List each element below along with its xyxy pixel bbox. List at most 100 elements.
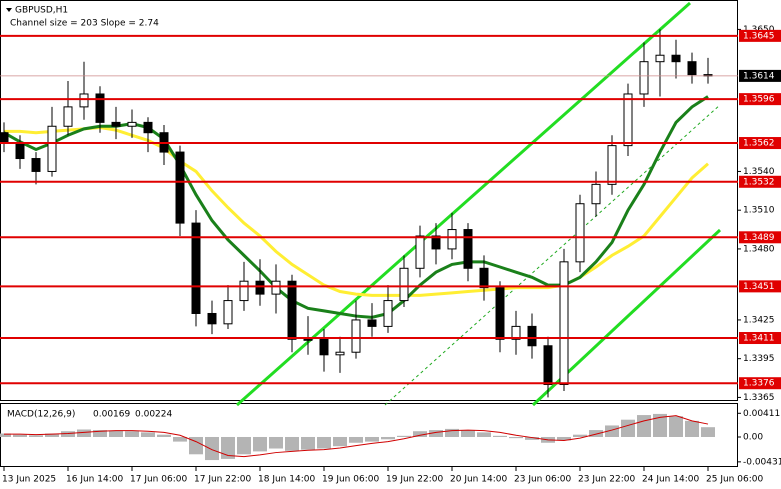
macd-bar xyxy=(173,436,187,442)
level-label-box xyxy=(739,175,781,188)
candle-body xyxy=(431,235,441,250)
x-tick-label: 19 Jun 22:00 xyxy=(386,475,443,485)
macd-bar xyxy=(461,430,475,437)
macd-bar xyxy=(429,430,443,437)
candle-body xyxy=(95,93,105,123)
y-tick-label: 1.3425 xyxy=(743,315,775,325)
level-label: 1.3376 xyxy=(743,379,775,389)
candle-body xyxy=(0,132,9,144)
x-tick-label: 13 Jun 2025 xyxy=(2,475,56,485)
candle-body xyxy=(687,61,697,76)
macd-bar xyxy=(445,428,459,437)
macd-bar xyxy=(525,436,539,440)
candle-body xyxy=(191,222,201,314)
level-label: 1.3596 xyxy=(743,95,775,105)
y-tick-label: 0.00411 xyxy=(743,409,780,419)
macd-bar xyxy=(349,436,363,443)
candle-body xyxy=(527,325,537,347)
level-label-box xyxy=(739,332,781,345)
macd-main-value: 0.00169 xyxy=(93,410,130,420)
level-label-box xyxy=(739,231,781,244)
macd-bar xyxy=(637,415,651,437)
x-tick-label: 23 Jun 06:00 xyxy=(514,475,571,485)
candle-body xyxy=(559,261,569,386)
x-tick-label: 17 Jun 06:00 xyxy=(130,475,187,485)
macd-bar xyxy=(189,436,203,455)
candle-body xyxy=(223,300,233,325)
level-label: 1.3562 xyxy=(743,139,775,149)
candle-body xyxy=(671,54,681,63)
macd-bar xyxy=(685,420,699,437)
last-price-label: 1.3614 xyxy=(743,71,775,81)
x-tick-label: 17 Jun 22:00 xyxy=(194,475,251,485)
candle-body xyxy=(15,142,25,160)
macd-bar xyxy=(333,436,347,447)
macd-bar xyxy=(157,434,171,437)
x-tick-label: 24 Jun 14:00 xyxy=(642,475,699,485)
macd-bar xyxy=(301,436,315,450)
candle-body xyxy=(175,151,185,224)
macd-bar xyxy=(269,436,283,449)
x-tick-label: 20 Jun 14:00 xyxy=(450,475,507,485)
candle-body xyxy=(319,338,329,356)
macd-bar xyxy=(573,434,587,437)
candle-body xyxy=(607,145,617,185)
x-tick-label: 23 Jun 22:00 xyxy=(578,475,635,485)
macd-bar xyxy=(589,430,603,437)
x-tick-label: 18 Jun 14:00 xyxy=(258,475,315,485)
macd-bar xyxy=(317,436,331,449)
macd-bar xyxy=(701,427,715,437)
level-label-box xyxy=(739,280,781,293)
candle-body xyxy=(575,203,585,263)
channel-upper xyxy=(236,1,691,407)
level-label: 1.3489 xyxy=(743,233,775,243)
level-label-box xyxy=(739,29,781,42)
macd-bar xyxy=(0,433,11,437)
candle-body xyxy=(383,300,393,327)
level-label-box xyxy=(739,93,781,106)
macd-bar xyxy=(77,429,91,437)
macd-bar xyxy=(509,436,523,439)
macd-bar xyxy=(253,436,267,452)
macd-bar xyxy=(621,419,635,437)
candle-body xyxy=(447,229,457,250)
candle-body xyxy=(463,229,473,269)
candle-body xyxy=(367,319,377,327)
level-label: 1.3411 xyxy=(743,334,775,344)
x-tick-label: 16 Jun 14:00 xyxy=(66,475,123,485)
candle-body xyxy=(127,121,137,127)
macd-bar xyxy=(477,432,491,437)
x-tick-label: 25 Jun 06:00 xyxy=(706,475,763,485)
candle-body xyxy=(335,351,345,356)
last-price-box xyxy=(739,69,781,82)
candle-body xyxy=(303,338,313,341)
macd-bar xyxy=(365,436,379,442)
macd-bar xyxy=(45,433,59,437)
level-label-box xyxy=(739,377,781,390)
macd-bar xyxy=(61,431,75,437)
candle-body xyxy=(47,125,57,172)
moving-average xyxy=(4,126,709,297)
level-label: 1.3451 xyxy=(743,282,775,292)
candle-body xyxy=(63,106,73,127)
y-tick-label: 1.3395 xyxy=(743,354,775,364)
candle-body xyxy=(655,54,665,63)
level-label-box xyxy=(739,137,781,150)
candle-body xyxy=(287,280,297,340)
macd-bar xyxy=(381,436,395,440)
chart-title: GBPUSD,H1 xyxy=(15,6,68,16)
candle-body xyxy=(591,183,601,205)
candle-body xyxy=(351,319,361,353)
macd-bar xyxy=(237,436,251,455)
channel-middle xyxy=(384,104,721,406)
macd-bar xyxy=(205,436,219,461)
candle-body xyxy=(639,61,649,95)
macd-bar xyxy=(13,434,27,437)
y-tick-label: 0.00 xyxy=(743,432,763,442)
candle-body xyxy=(31,158,41,172)
macd-bar xyxy=(285,436,299,451)
macd-bar xyxy=(29,435,43,437)
x-tick-label: 19 Jun 06:00 xyxy=(322,475,379,485)
macd-bar xyxy=(141,432,155,437)
